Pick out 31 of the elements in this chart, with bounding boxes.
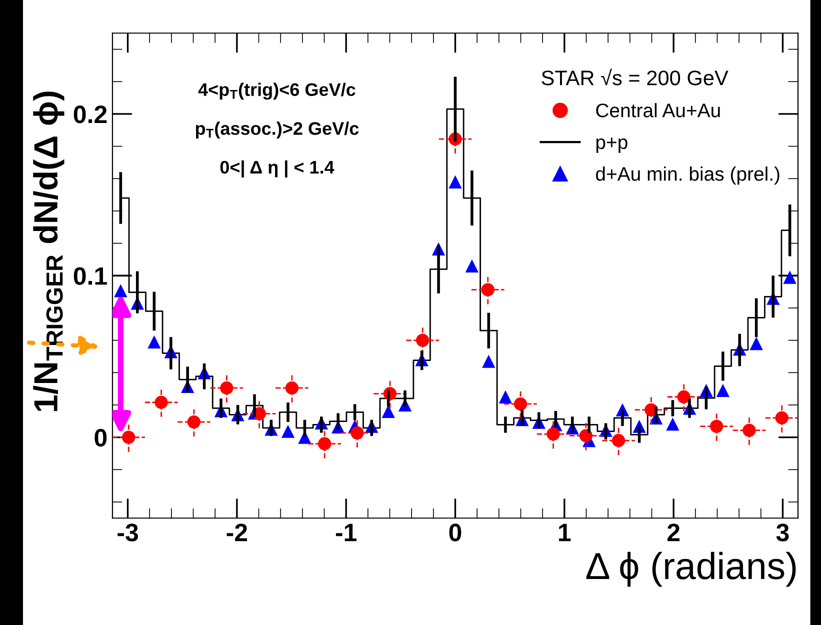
point — [465, 259, 479, 273]
point — [498, 390, 512, 404]
point — [281, 424, 295, 438]
annotation: p$_{T}$(assoc.)>2 GeV/c — [196, 122, 359, 138]
point — [382, 404, 395, 418]
x-tick-label: 0 — [449, 524, 462, 542]
x-tick-label: -3 — [118, 524, 138, 542]
y-tick-label: 0.1 — [74, 267, 107, 285]
point — [783, 270, 796, 284]
point — [148, 335, 161, 348]
x-axis-title: Δ ϕ (radians) — [586, 552, 796, 587]
point — [666, 417, 680, 431]
x-tick-label: 3 — [776, 524, 789, 542]
y-tick-label: 0.2 — [74, 106, 107, 124]
legend-label: d+Au min. bias (prel.) — [596, 166, 780, 185]
point — [482, 354, 496, 368]
x-tick-label: 1 — [559, 524, 571, 542]
x-tick-label: -1 — [336, 524, 356, 542]
point — [448, 175, 462, 188]
point — [716, 384, 730, 397]
y-axis-title: 1/N$_{TRIGGER}$ dN/d(Δ ϕ) — [33, 92, 64, 411]
annotation: 4<p$_{T}$(trig)<6 GeV/c — [198, 82, 356, 100]
y-tick-label: 0 — [94, 428, 107, 447]
x-tick-label: 2 — [667, 524, 680, 542]
x-tick-label: -2 — [226, 524, 248, 542]
point — [750, 336, 763, 350]
legend-title: STAR √s = 200 GeV — [542, 68, 728, 86]
annotation: 0<| Δ η | < 1.4 — [220, 160, 334, 178]
legend-label: p+p — [596, 138, 628, 153]
legend-label: Central Au+Au — [596, 103, 720, 118]
point — [114, 284, 128, 298]
